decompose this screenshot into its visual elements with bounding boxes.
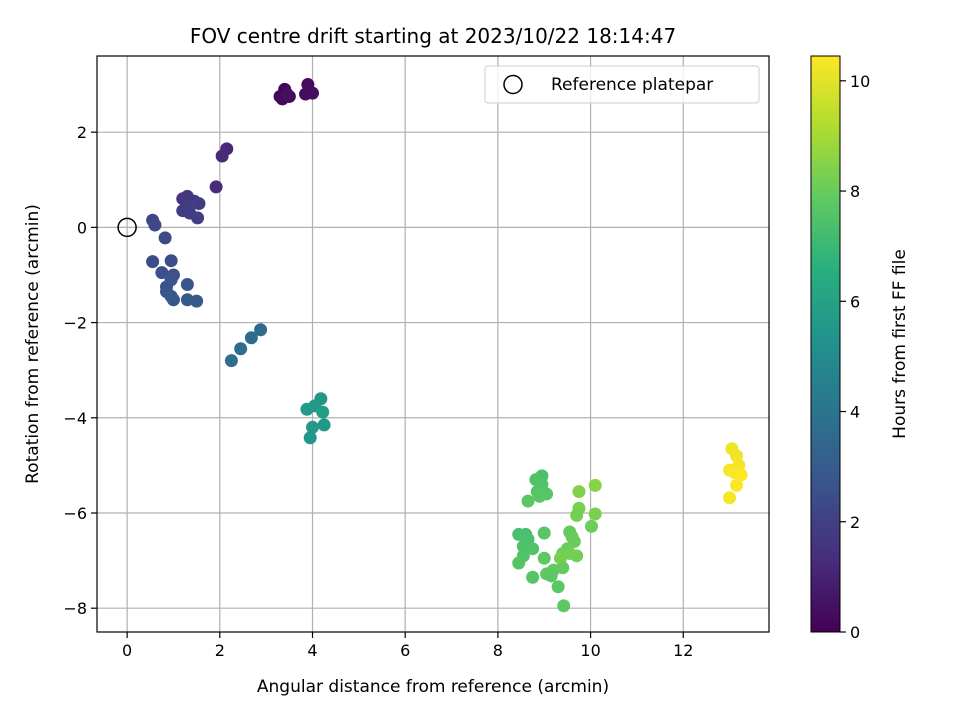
y-tick-label: −6 xyxy=(63,504,87,523)
axis-ticks: 0 2 4 6 8 10 12 −8 −6 −4 −2 0 2 xyxy=(63,123,693,660)
colorbar-label: Hours from first FF file xyxy=(890,249,910,439)
data-point xyxy=(316,405,330,419)
data-point xyxy=(521,494,535,508)
colorbar-tick-label: 0 xyxy=(850,623,860,642)
data-point xyxy=(734,468,748,482)
data-point xyxy=(190,294,204,308)
data-point xyxy=(512,556,526,570)
data-point xyxy=(155,266,169,280)
data-point xyxy=(164,254,178,268)
chart-title: FOV centre drift starting at 2023/10/22 … xyxy=(190,24,676,48)
data-point xyxy=(180,277,194,291)
data-point xyxy=(317,418,331,432)
colorbar: 0 2 4 6 8 10 Hours from first FF file xyxy=(810,55,910,642)
x-tick-label: 8 xyxy=(493,641,503,660)
data-point xyxy=(306,420,320,434)
data-point xyxy=(280,87,294,101)
legend-entry-reference-platepar: Reference platepar xyxy=(551,75,713,95)
data-point xyxy=(146,255,160,269)
y-tick-label: −2 xyxy=(63,314,87,333)
data-point xyxy=(544,569,558,583)
colorbar-tick-label: 4 xyxy=(850,403,860,422)
data-points xyxy=(146,78,748,613)
y-tick-label: −4 xyxy=(63,409,87,428)
colorbar-tick-label: 2 xyxy=(850,513,860,532)
data-point xyxy=(209,180,223,194)
reference-platepar-marker xyxy=(117,217,137,238)
data-point xyxy=(526,542,540,556)
x-axis-label: Angular distance from reference (arcmin) xyxy=(257,677,609,697)
data-point xyxy=(306,86,320,100)
legend-box xyxy=(484,65,760,104)
data-point xyxy=(537,526,551,540)
colorbar-ticks: 0 2 4 6 8 10 xyxy=(840,72,870,642)
x-tick-label: 0 xyxy=(122,641,132,660)
y-axis-label: Rotation from reference (arcmin) xyxy=(23,204,43,484)
legend-marker-icon xyxy=(503,74,523,95)
data-point xyxy=(551,580,565,594)
data-point xyxy=(723,491,737,505)
data-point xyxy=(183,199,197,213)
data-point xyxy=(148,218,162,232)
plot-frame xyxy=(96,55,770,633)
x-tick-label: 10 xyxy=(580,641,600,660)
data-point xyxy=(215,149,229,163)
y-tick-label: −8 xyxy=(63,599,87,618)
data-point xyxy=(533,489,547,503)
legend: Reference platepar xyxy=(484,65,760,104)
data-point xyxy=(588,507,602,521)
x-tick-label: 4 xyxy=(307,641,317,660)
data-point xyxy=(526,570,540,584)
grid-lines xyxy=(97,56,769,632)
x-tick-label: 2 xyxy=(215,641,225,660)
data-point xyxy=(584,519,598,533)
colorbar-tick-label: 8 xyxy=(850,182,860,201)
data-point xyxy=(588,478,602,492)
data-point xyxy=(224,354,238,368)
x-tick-label: 12 xyxy=(673,641,693,660)
data-point xyxy=(572,485,586,499)
data-point xyxy=(570,549,584,563)
colorbar-tick-label: 10 xyxy=(850,72,870,91)
data-point xyxy=(557,599,571,613)
data-point xyxy=(191,211,205,225)
data-point xyxy=(166,293,180,307)
x-tick-label: 6 xyxy=(400,641,410,660)
data-point xyxy=(303,431,317,445)
data-point xyxy=(158,231,172,245)
data-point xyxy=(234,342,248,356)
data-point xyxy=(570,508,584,522)
data-point xyxy=(244,331,258,345)
data-point xyxy=(300,402,314,416)
data-point xyxy=(730,478,744,492)
data-point xyxy=(254,323,268,337)
y-tick-label: 0 xyxy=(77,218,87,237)
data-point xyxy=(537,551,551,565)
colorbar-tick-label: 6 xyxy=(850,292,860,311)
y-tick-label: 2 xyxy=(77,123,87,142)
colorbar-gradient xyxy=(810,55,841,633)
